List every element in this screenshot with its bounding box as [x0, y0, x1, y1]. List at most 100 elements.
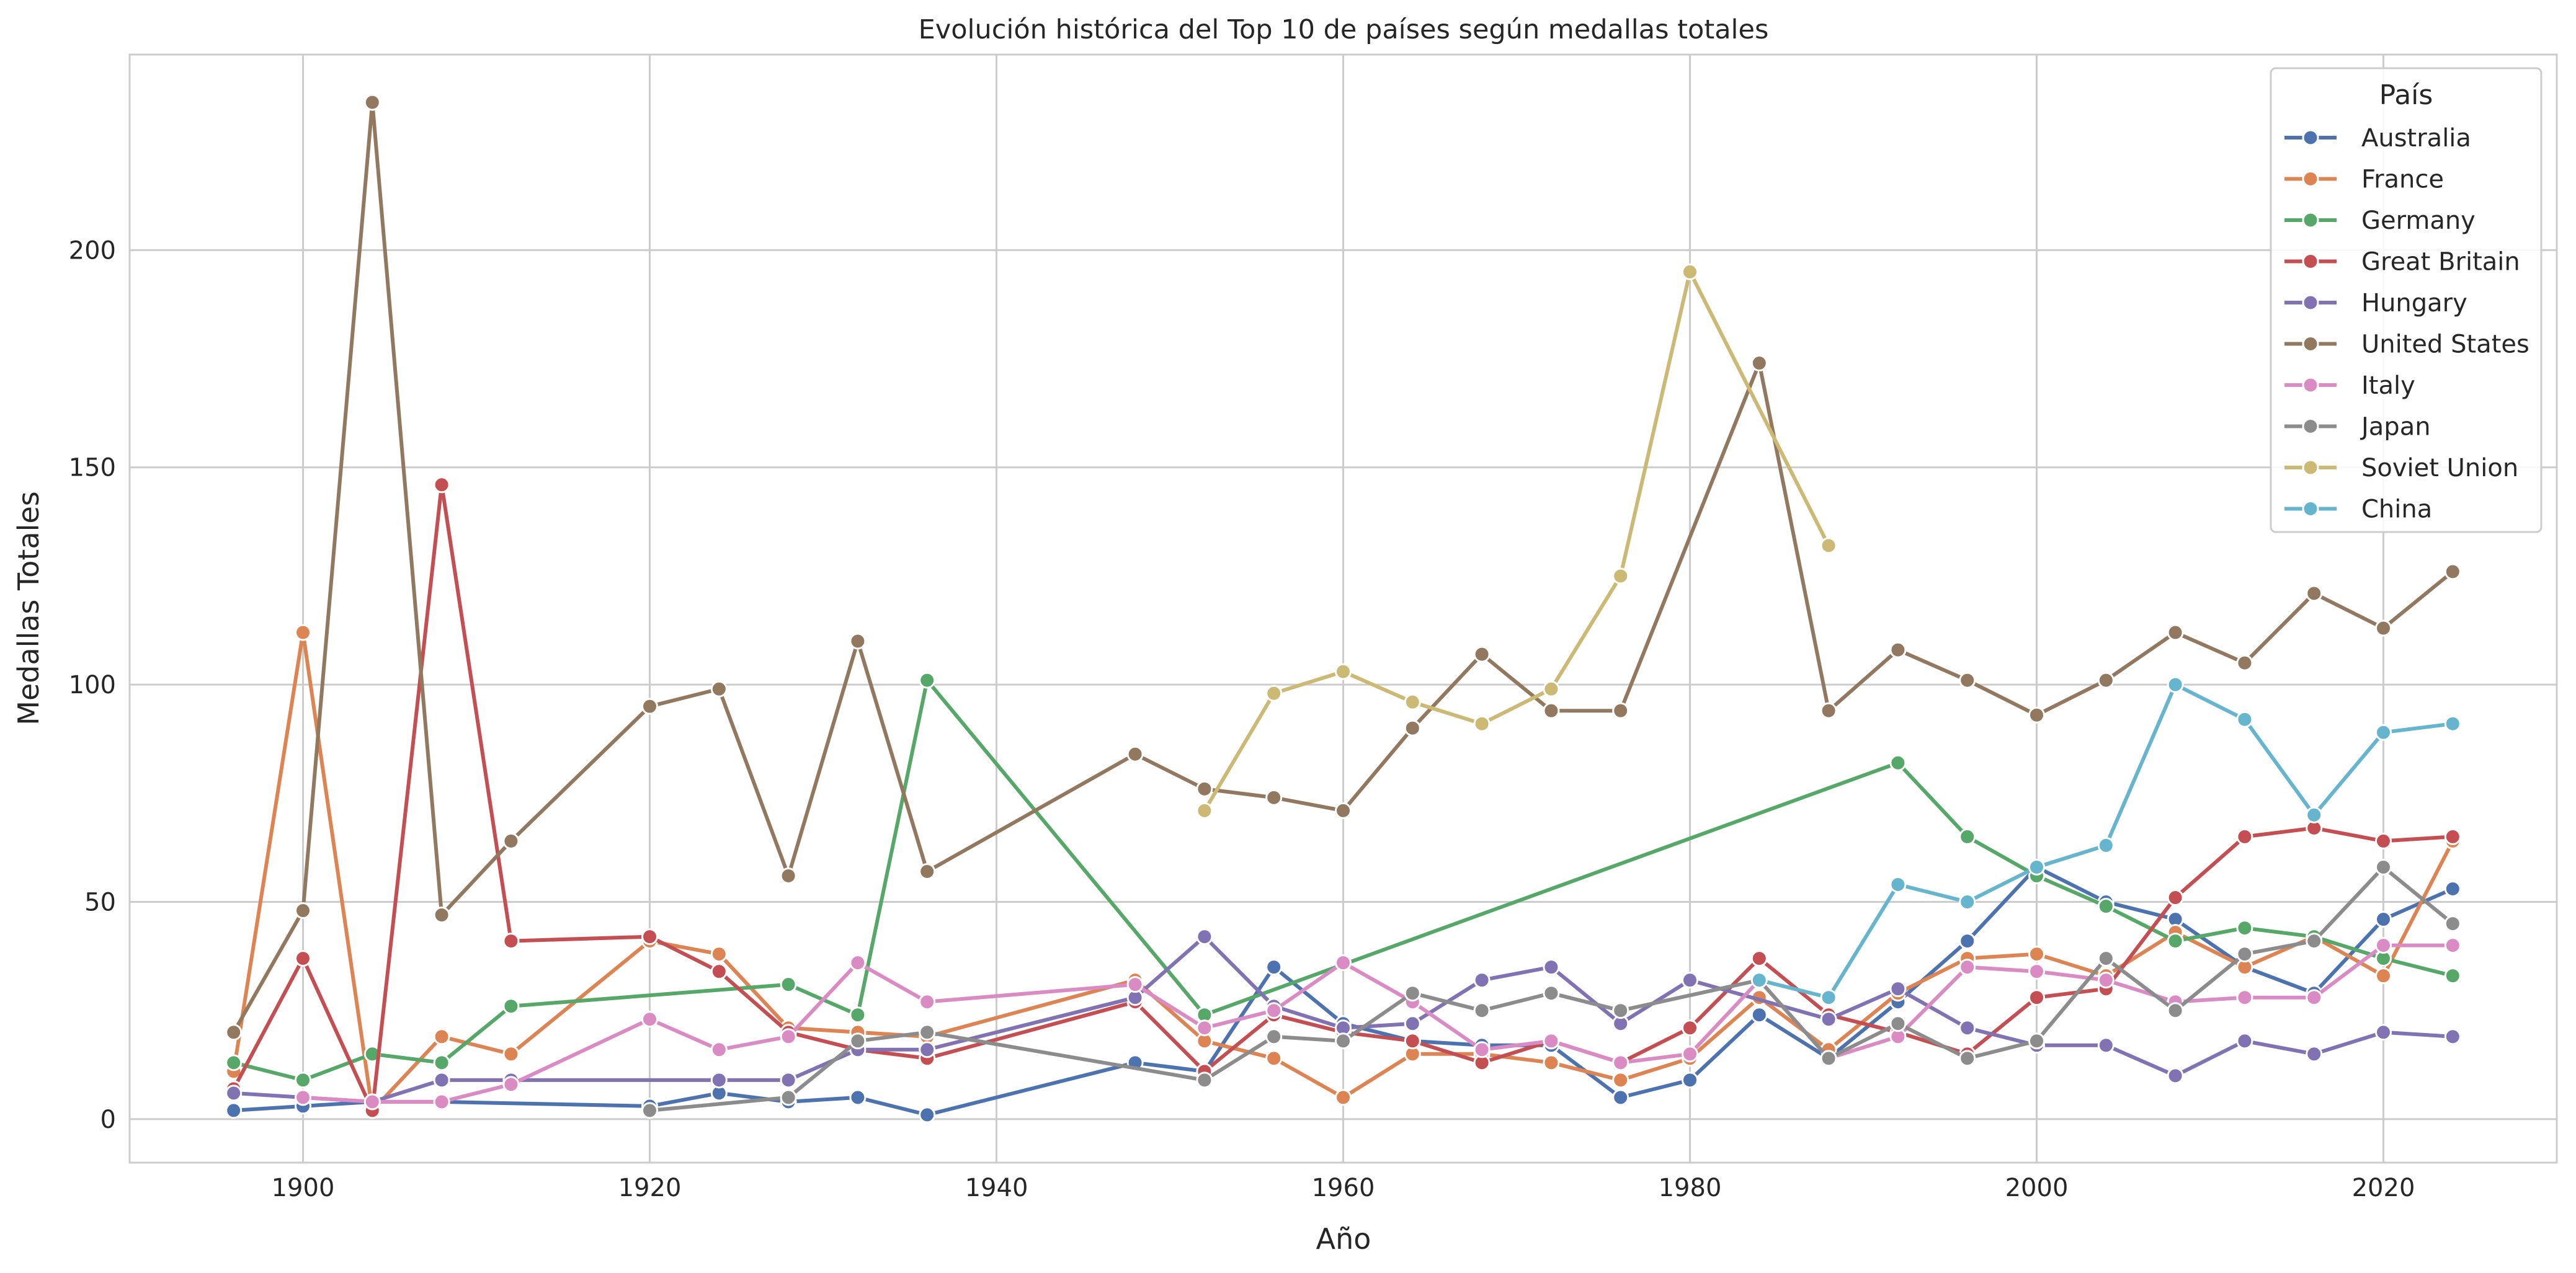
data-point: [1335, 1089, 1352, 1106]
legend-swatch-marker: [2302, 335, 2319, 352]
plot-frame: [128, 53, 2558, 1164]
data-point: [2375, 911, 2392, 928]
data-point: [849, 1006, 867, 1024]
data-point: [295, 902, 311, 920]
data-point: [2097, 898, 2115, 915]
data-point: [1959, 959, 1976, 976]
data-point: [2028, 989, 2045, 1006]
legend-label: Germany: [2361, 206, 2476, 235]
data-point: [2167, 1067, 2184, 1084]
data-point: [1959, 933, 1976, 950]
data-point: [2375, 937, 2392, 954]
legend-swatch-marker: [2302, 376, 2319, 394]
series-united-states: [225, 94, 2461, 1041]
legend: País Australia France Germany Great Britain…: [2270, 67, 2543, 533]
y-axis-label: Medallas Totales: [12, 491, 45, 725]
data-point: [1404, 985, 1421, 1002]
data-point: [2375, 619, 2392, 637]
data-point: [2028, 858, 2045, 876]
data-point: [502, 1076, 520, 1093]
legend-item: United States: [2284, 330, 2529, 359]
data-point: [2444, 563, 2461, 580]
legend-swatch-marker: [2302, 294, 2319, 311]
data-point: [1543, 680, 1560, 698]
data-point: [2306, 989, 2323, 1006]
data-point: [2028, 963, 2045, 980]
data-point: [2236, 920, 2253, 937]
data-point: [849, 632, 867, 650]
legend-label: United States: [2361, 330, 2529, 359]
data-point: [2097, 972, 2115, 989]
data-point: [1473, 645, 1491, 663]
series-germany: [225, 672, 2461, 1089]
data-point: [641, 928, 658, 946]
data-point: [225, 1084, 243, 1102]
data-point: [1335, 802, 1352, 819]
data-point: [1265, 959, 1283, 976]
data-point: [2028, 706, 2045, 724]
data-point: [433, 476, 450, 494]
data-point: [295, 624, 311, 641]
data-point: [1196, 1019, 1213, 1037]
data-point: [1682, 1071, 1698, 1089]
legend-label: Great Britain: [2361, 248, 2520, 277]
legend-item: Germany: [2284, 206, 2476, 235]
data-point: [1750, 355, 1768, 372]
data-point: [1543, 1032, 1560, 1050]
y-tick-label: 150: [69, 454, 116, 482]
data-point: [780, 1071, 797, 1089]
data-point: [1750, 1006, 1768, 1024]
data-point: [710, 680, 728, 698]
data-point: [1404, 1032, 1421, 1050]
legend-items: Australia France Germany Great Britain Hunga…: [2284, 124, 2529, 524]
legend-label: Australia: [2361, 124, 2471, 153]
data-point: [2375, 858, 2392, 876]
data-point: [2167, 624, 2184, 641]
data-point: [225, 1054, 243, 1071]
data-point: [1612, 1002, 1629, 1019]
legend-label: Italy: [2361, 371, 2415, 400]
data-point: [2097, 950, 2115, 967]
data-point: [1196, 802, 1213, 819]
data-point: [1889, 980, 1907, 998]
data-point: [2306, 585, 2323, 602]
data-point: [1750, 950, 1768, 967]
data-point: [502, 832, 520, 849]
data-point: [2236, 989, 2253, 1006]
legend-swatch-marker: [2302, 418, 2319, 435]
legend-item: Hungary: [2284, 289, 2467, 317]
data-point: [1889, 1015, 1907, 1032]
data-point: [1750, 972, 1768, 989]
data-point: [1404, 693, 1421, 711]
x-tick-label: 1900: [272, 1174, 335, 1202]
data-point: [1820, 989, 1837, 1006]
grid: [130, 55, 2557, 1163]
legend-label: Soviet Union: [2361, 454, 2518, 482]
data-point: [1612, 567, 1629, 585]
data-point: [2375, 967, 2392, 985]
data-point: [1682, 1045, 1698, 1063]
data-point: [780, 867, 797, 884]
legend-label: Hungary: [2361, 289, 2467, 317]
data-point: [1265, 1028, 1283, 1045]
legend-item: France: [2284, 166, 2444, 194]
series-china: [1750, 676, 2461, 1006]
legend-box: [2270, 67, 2543, 533]
data-point: [363, 94, 381, 111]
x-tick-labels: 1900 1920 1940 1960 1980 2000 2020: [272, 1174, 2415, 1202]
data-point: [919, 863, 936, 880]
data-point: [849, 1089, 867, 1106]
data-point: [1335, 663, 1352, 680]
data-point: [2306, 1045, 2323, 1063]
data-point: [1820, 537, 1837, 554]
data-point: [1612, 1089, 1629, 1106]
data-point: [919, 993, 936, 1011]
data-point: [502, 933, 520, 950]
data-point: [1335, 1032, 1352, 1050]
legend-item: Soviet Union: [2284, 454, 2518, 482]
data-point: [919, 1041, 936, 1058]
legend-item: Japan: [2284, 413, 2431, 441]
legend-title: País: [2379, 79, 2433, 111]
data-point: [1820, 1011, 1837, 1028]
series-soviet-union: [1196, 263, 1837, 819]
